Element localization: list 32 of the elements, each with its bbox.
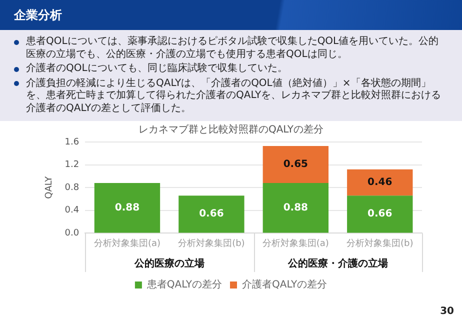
- data-label: 0.66: [368, 208, 392, 220]
- x-tick-label: 分析対象集団(b): [178, 238, 245, 249]
- text: 公的医療・介護の立場: [286, 258, 388, 270]
- bar: [178, 196, 244, 233]
- text: 公的医療の立場: [133, 258, 204, 270]
- y-axis-title: QALY: [44, 176, 55, 199]
- x-tick-label: 分析対象集団(a): [262, 238, 329, 249]
- y-tick-label: 1.6: [64, 137, 80, 148]
- chart-title: レカネマブ群と比較対照群のQALYの差分: [138, 124, 324, 136]
- text: 患者QOLについては、薬事承認におけるピボタル試験で収集したQOL値を用いていた。公的医療の立場でも、公的医療・介護の立場でも使用する患者QOLは同じ。: [26, 36, 448, 61]
- legend-label: 患者QALYの差分: [146, 278, 222, 291]
- text: 30: [440, 306, 454, 317]
- bar: [262, 183, 329, 233]
- bar: [347, 196, 413, 233]
- legend-label: 介護者QALYの差分: [242, 278, 328, 291]
- data-label: 0.66: [199, 208, 224, 220]
- x-tick-label: 分析対象集団(a): [94, 238, 160, 249]
- text: 介護者のQOLについても、同じ臨床試験で収集していた。: [26, 63, 448, 76]
- text: 介護負担の軽減により生じるQALYは、「介護者のQOL値（絶対値）」×「各状態の期間」を、患者死亡時まで加算して得られた介護者のQALYを、レカネマブ群と比較対照群における介護者のQALYの差として評価した。: [26, 78, 448, 115]
- data-label: 0.88: [283, 202, 308, 214]
- y-tick-label: 0.0: [64, 228, 80, 239]
- text: 企業分析: [0, 0, 462, 30]
- bar: [94, 183, 160, 233]
- data-label: 0.88: [114, 202, 140, 214]
- y-tick-label: 0.4: [64, 206, 80, 216]
- y-tick-label: 1.2: [64, 160, 80, 170]
- x-tick-label: 分析対象集団(b): [346, 238, 414, 249]
- data-label: 0.46: [368, 177, 392, 188]
- bar: [262, 146, 329, 184]
- bar: [347, 169, 413, 196]
- y-tick-label: 0.8: [64, 182, 80, 193]
- data-label: 0.65: [283, 159, 308, 170]
